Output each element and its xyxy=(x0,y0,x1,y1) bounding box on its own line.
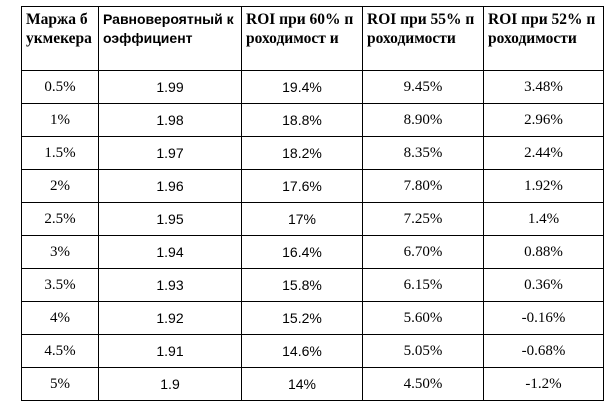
cell-equal-odds: 1.95 xyxy=(98,202,242,236)
table-row: 1% 1.98 18.8% 8.90% 2.96% xyxy=(21,103,604,137)
bookmaker-margin-roi-table: Маржа букмекера Равновероятный коэффицие… xyxy=(21,6,604,401)
cell-roi-60: 16.4% xyxy=(241,235,363,269)
table-row: 3% 1.94 16.4% 6.70% 0.88% xyxy=(21,235,604,269)
cell-roi-60: 17.6% xyxy=(241,169,363,203)
header-margin-label: Маржа букмекера xyxy=(26,11,92,47)
cell-margin: 2% xyxy=(21,169,99,203)
cell-equal-odds: 1.96 xyxy=(98,169,242,203)
table-row: 3.5% 1.93 15.8% 6.15% 0.36% xyxy=(21,268,604,302)
cell-roi-60: 18.2% xyxy=(241,136,363,170)
cell-roi-55: 7.80% xyxy=(362,169,484,203)
header-equal-odds-label: Равновероятный коэффициент xyxy=(103,11,234,46)
cell-roi-52: -0.68% xyxy=(483,334,604,368)
table-row: 4.5% 1.91 14.6% 5.05% -0.68% xyxy=(21,334,604,368)
cell-roi-52: 2.96% xyxy=(483,103,604,137)
cell-equal-odds: 1.91 xyxy=(98,334,242,368)
header-margin: Маржа букмекера xyxy=(21,6,99,71)
header-roi-52-label: ROI при 52% проходимости xyxy=(488,11,596,47)
cell-roi-52: 0.88% xyxy=(483,235,604,269)
cell-margin: 0.5% xyxy=(21,70,99,104)
cell-roi-60: 14.6% xyxy=(241,334,363,368)
header-roi-60: ROI при 60% проходимост и xyxy=(241,6,363,71)
table-row: 2.5% 1.95 17% 7.25% 1.4% xyxy=(21,202,604,236)
cell-roi-55: 5.05% xyxy=(362,334,484,368)
cell-roi-60: 19.4% xyxy=(241,70,363,104)
cell-roi-60: 15.8% xyxy=(241,268,363,302)
cell-margin: 1.5% xyxy=(21,136,99,170)
cell-margin: 3% xyxy=(21,235,99,269)
cell-roi-52: 2.44% xyxy=(483,136,604,170)
table-row: 5% 1.9 14% 4.50% -1.2% xyxy=(21,367,604,401)
cell-equal-odds: 1.97 xyxy=(98,136,242,170)
cell-margin: 1% xyxy=(21,103,99,137)
header-equal-odds: Равновероятный коэффициент xyxy=(98,6,242,71)
cell-margin: 4% xyxy=(21,301,99,335)
cell-roi-52: 1.4% xyxy=(483,202,604,236)
header-roi-55: ROI при 55% проходимости xyxy=(362,6,484,71)
table-row: 4% 1.92 15.2% 5.60% -0.16% xyxy=(21,301,604,335)
cell-equal-odds: 1.9 xyxy=(98,367,242,401)
table-row: 2% 1.96 17.6% 7.80% 1.92% xyxy=(21,169,604,203)
cell-roi-55: 8.35% xyxy=(362,136,484,170)
cell-roi-55: 6.70% xyxy=(362,235,484,269)
table-row: 1.5% 1.97 18.2% 8.35% 2.44% xyxy=(21,136,604,170)
cell-roi-55: 4.50% xyxy=(362,367,484,401)
header-roi-60-label: ROI при 60% проходимост и xyxy=(246,11,354,47)
cell-roi-60: 14% xyxy=(241,367,363,401)
cell-margin: 3.5% xyxy=(21,268,99,302)
header-roi-52: ROI при 52% проходимости xyxy=(483,6,604,71)
table-header-row: Маржа букмекера Равновероятный коэффицие… xyxy=(21,6,604,71)
cell-equal-odds: 1.93 xyxy=(98,268,242,302)
cell-roi-52: 1.92% xyxy=(483,169,604,203)
cell-roi-52: -0.16% xyxy=(483,301,604,335)
table-row: 0.5% 1.99 19.4% 9.45% 3.48% xyxy=(21,70,604,104)
header-roi-55-label: ROI при 55% проходимости xyxy=(367,11,475,47)
cell-equal-odds: 1.92 xyxy=(98,301,242,335)
cell-equal-odds: 1.94 xyxy=(98,235,242,269)
cell-roi-52: 3.48% xyxy=(483,70,604,104)
cell-roi-60: 15.2% xyxy=(241,301,363,335)
cell-equal-odds: 1.99 xyxy=(98,70,242,104)
cell-roi-55: 8.90% xyxy=(362,103,484,137)
cell-roi-52: 0.36% xyxy=(483,268,604,302)
cell-roi-55: 5.60% xyxy=(362,301,484,335)
cell-roi-55: 9.45% xyxy=(362,70,484,104)
cell-roi-55: 7.25% xyxy=(362,202,484,236)
cell-margin: 4.5% xyxy=(21,334,99,368)
cell-margin: 2.5% xyxy=(21,202,99,236)
cell-margin: 5% xyxy=(21,367,99,401)
cell-roi-55: 6.15% xyxy=(362,268,484,302)
cell-roi-60: 18.8% xyxy=(241,103,363,137)
cell-roi-60: 17% xyxy=(241,202,363,236)
cell-roi-52: -1.2% xyxy=(483,367,604,401)
cell-equal-odds: 1.98 xyxy=(98,103,242,137)
